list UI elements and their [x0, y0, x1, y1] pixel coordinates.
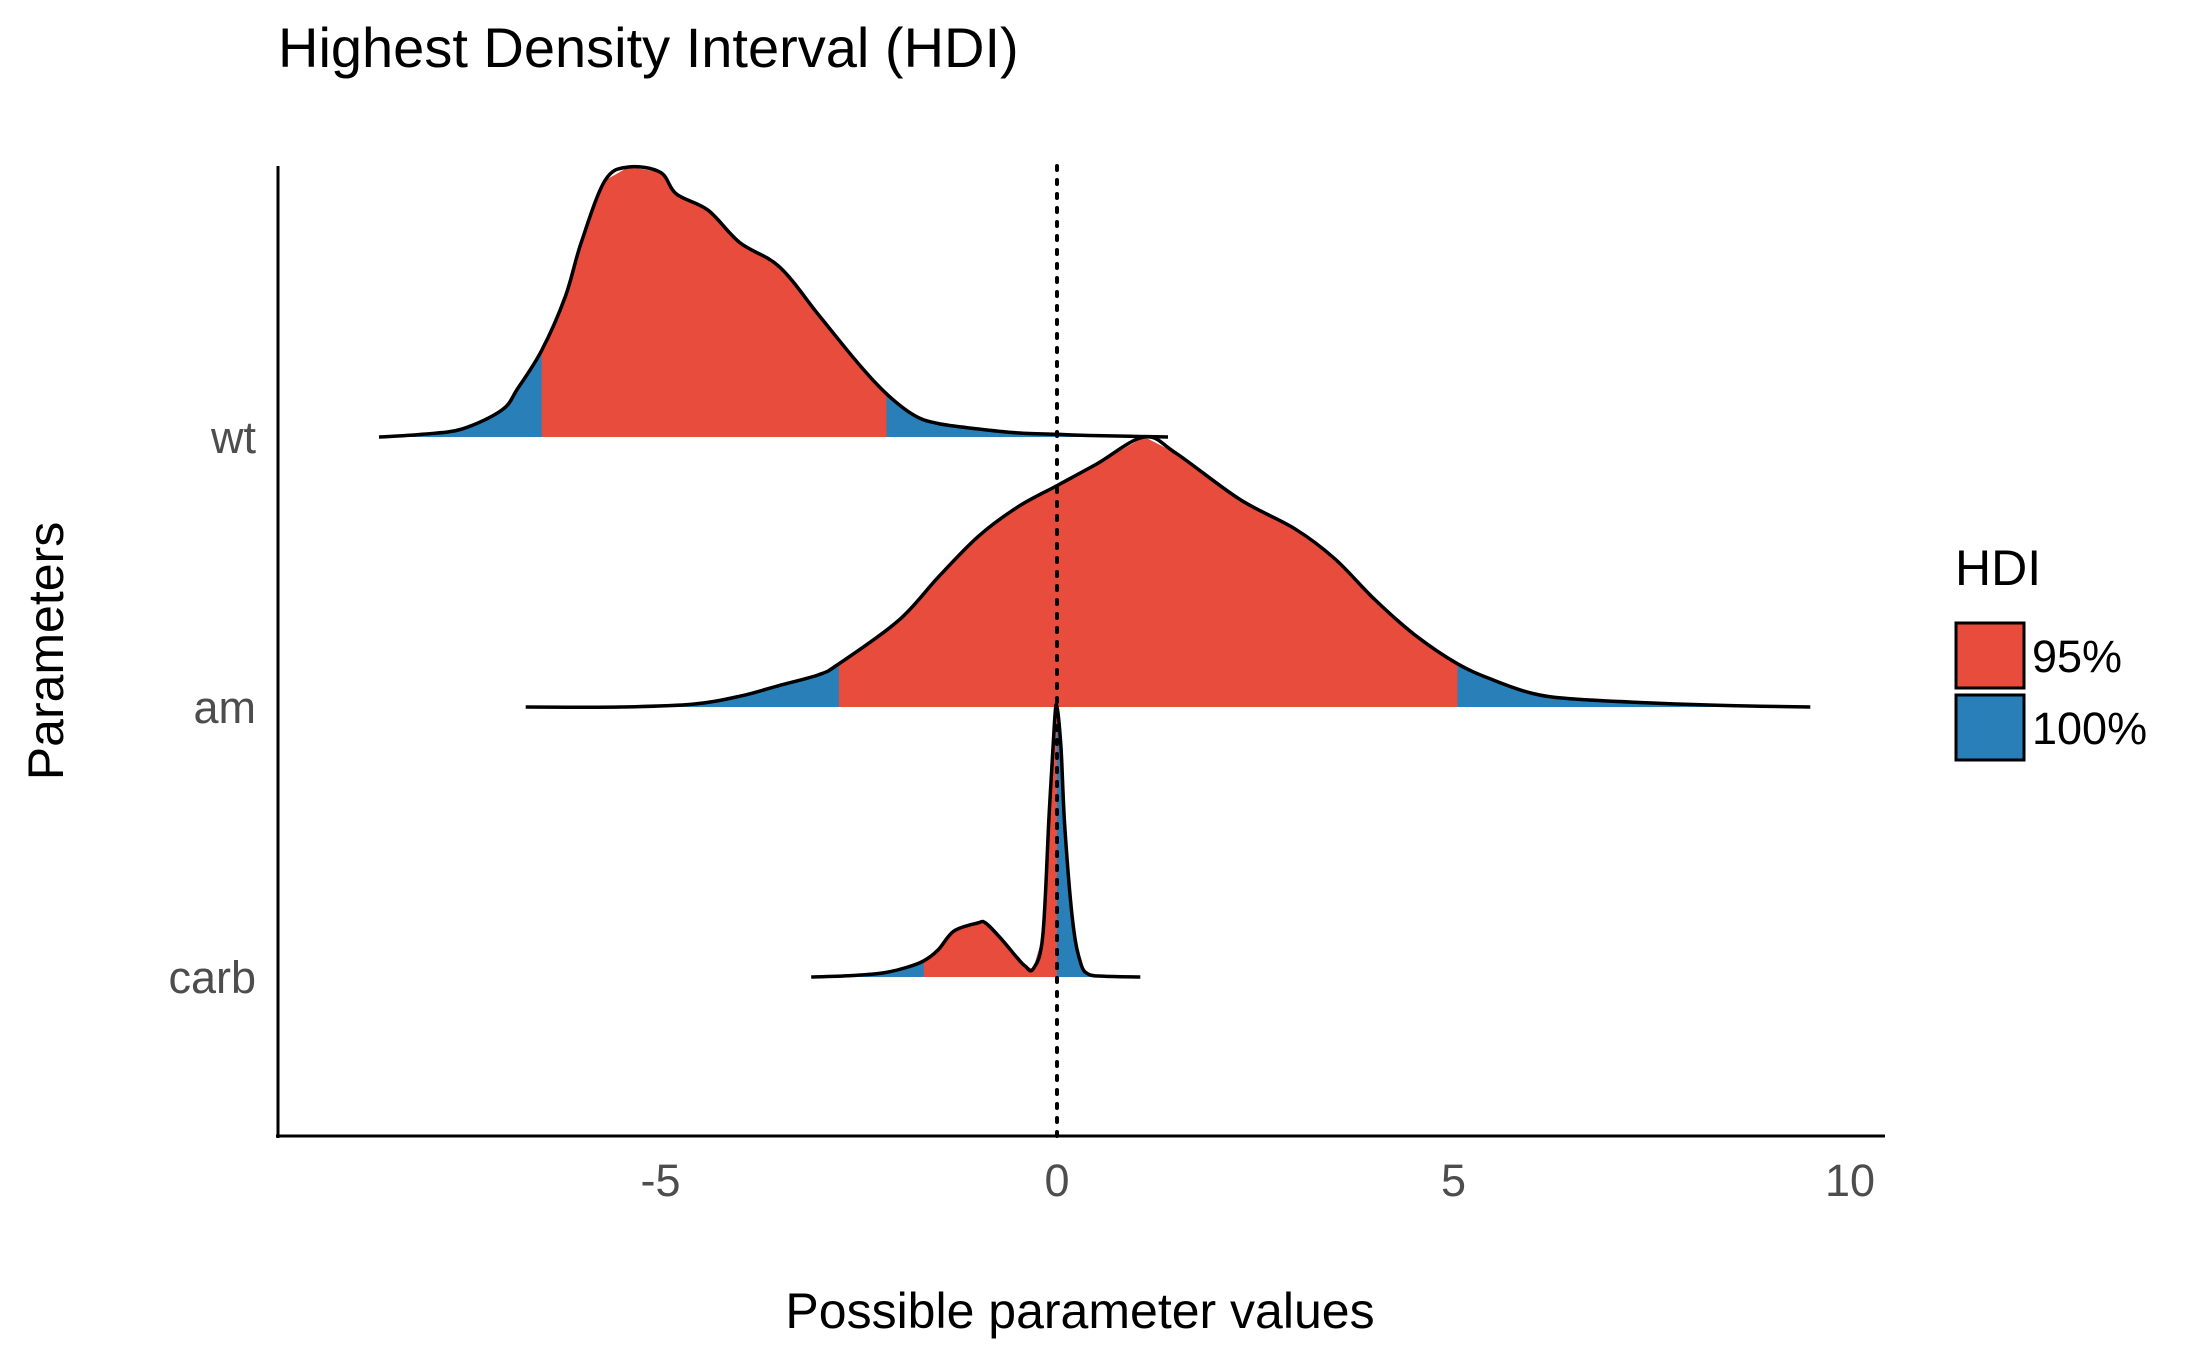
- y-tick-label-carb: carb: [168, 952, 256, 1003]
- density-ridges: [378, 164, 1811, 979]
- density-outline-carb: [811, 702, 1141, 979]
- legend-key-95: [1954, 621, 2026, 690]
- legend-label-100: 100%: [2032, 703, 2147, 754]
- x-tick-label: -5: [640, 1155, 680, 1206]
- legend-label-95: 95%: [2032, 631, 2122, 682]
- hdi95-area-am: [838, 437, 1458, 707]
- x-axis-title: Possible parameter values: [785, 1283, 1374, 1339]
- x-tick-label: 10: [1825, 1155, 1875, 1206]
- x-tick-label: 0: [1044, 1155, 1069, 1206]
- density-outline-wt: [378, 164, 1169, 439]
- legend-key-100: [1954, 693, 2026, 762]
- legend-title: HDI: [1955, 540, 2041, 596]
- y-tick-labels: wt am carb: [168, 412, 256, 1003]
- hdi95-area-carb: [923, 707, 1057, 977]
- x-tick-label: 5: [1441, 1155, 1466, 1206]
- ridge-am: [525, 435, 1811, 709]
- y-tick-label-am: am: [193, 682, 256, 733]
- hdi95-area-wt: [541, 167, 887, 437]
- y-tick-label-wt: wt: [210, 412, 256, 463]
- legend: HDI 95% 100%: [1954, 540, 2147, 762]
- chart-title: Highest Density Interval (HDI): [278, 16, 1019, 79]
- density-outline-am: [525, 435, 1811, 709]
- ridge-wt: [378, 164, 1169, 439]
- x-tick-labels: -5 0 5 10: [640, 1155, 1875, 1206]
- y-axis-title: Parameters: [18, 522, 74, 780]
- ridge-carb: [811, 702, 1141, 979]
